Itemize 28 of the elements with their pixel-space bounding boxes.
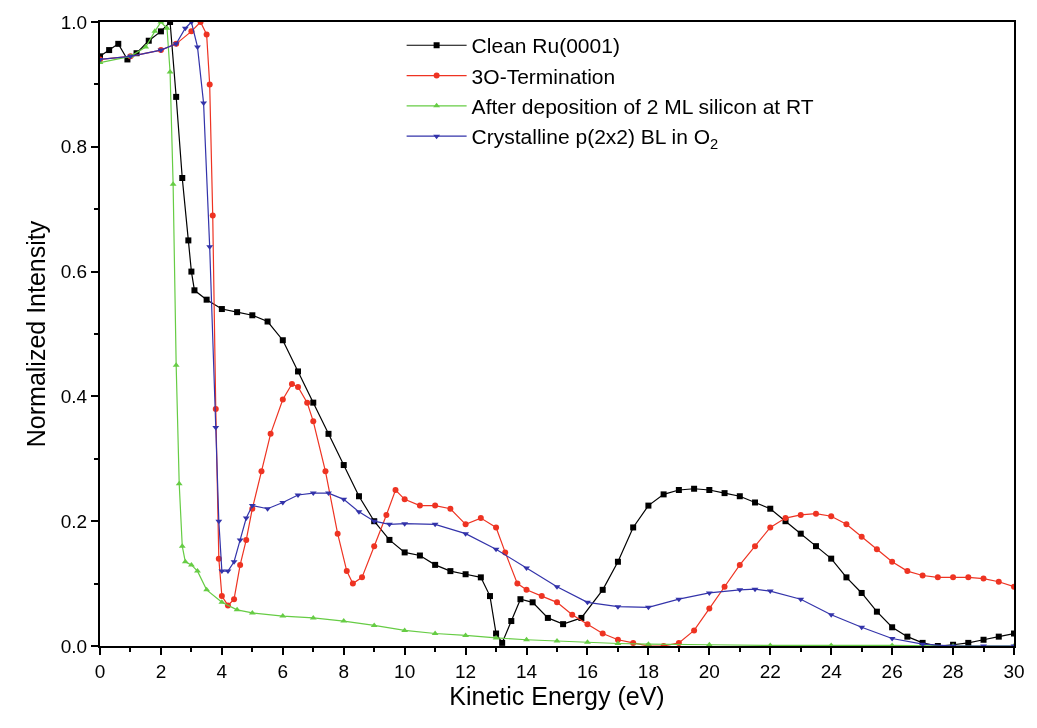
legend-label: After deposition of 2 ML silicon at RT xyxy=(471,95,814,119)
y-tick-label: 1.0 xyxy=(60,11,88,33)
legend-label: 3O-Termination xyxy=(471,64,616,88)
y-tick-label: 0.6 xyxy=(60,261,88,283)
x-tick-label: 14 xyxy=(515,660,538,682)
y-tick-label: 0.0 xyxy=(60,635,88,657)
x-tick-label: 28 xyxy=(942,660,964,682)
legend-label: Clean Ru(0001) xyxy=(471,34,620,58)
y-axis-title: Normalized Intensity xyxy=(22,220,51,448)
y-tick-label: 0.4 xyxy=(60,386,88,408)
x-tick-label: 0 xyxy=(94,660,106,682)
x-tick-label: 12 xyxy=(455,660,477,682)
x-tick-label: 20 xyxy=(698,660,720,682)
x-tick-label: 30 xyxy=(1003,660,1025,682)
x-tick-label: 16 xyxy=(576,660,599,682)
x-tick-label: 18 xyxy=(637,660,659,682)
y-tick-label: 0.8 xyxy=(60,136,88,158)
y-tick-label: 0.2 xyxy=(60,510,88,532)
x-tick-label: 24 xyxy=(820,660,843,682)
x-tick-label: 26 xyxy=(881,660,903,682)
x-tick-label: 6 xyxy=(277,660,289,682)
x-tick-label: 8 xyxy=(338,660,350,682)
x-tick-label: 2 xyxy=(155,660,167,682)
x-tick-label: 10 xyxy=(394,660,416,682)
x-tick-label: 4 xyxy=(216,660,228,682)
x-axis-title: Kinetic Energy (eV) xyxy=(449,681,665,710)
x-tick-label: 22 xyxy=(759,660,781,682)
legend-label: Crystalline p(2x2) BL in O$_{2}$ xyxy=(471,125,719,152)
